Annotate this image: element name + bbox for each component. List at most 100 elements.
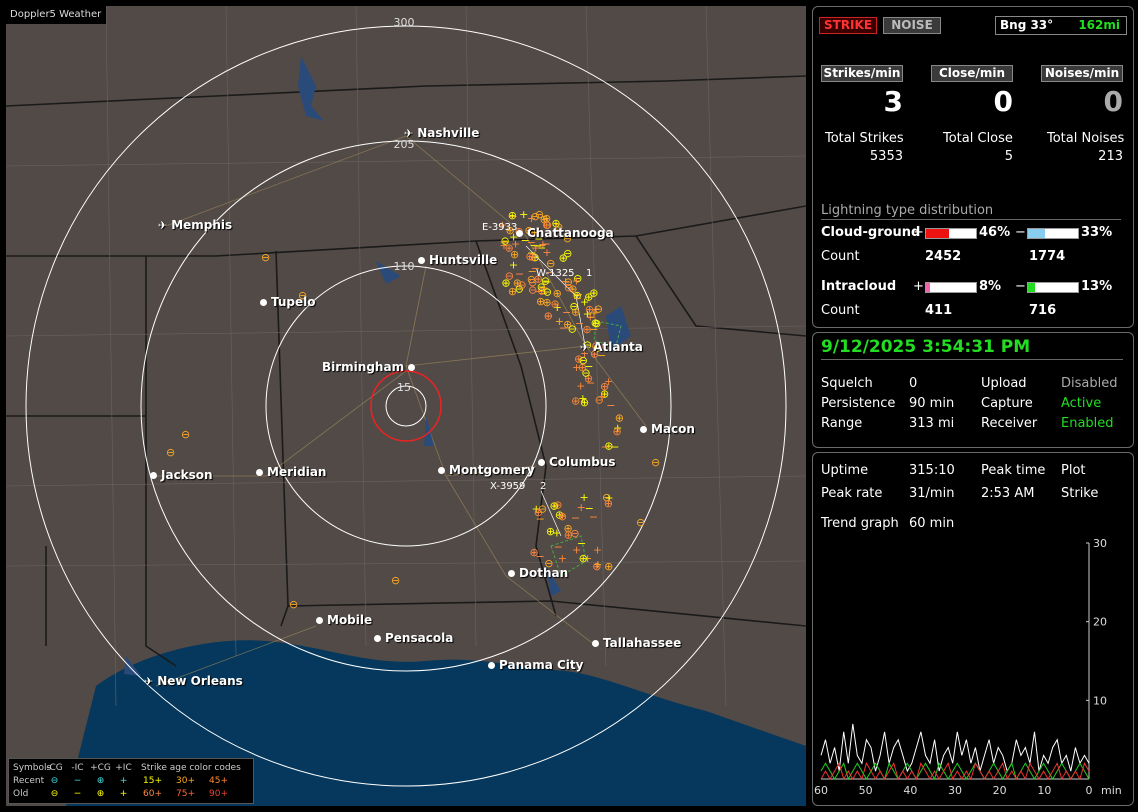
city-pensacola: Pensacola (374, 631, 453, 645)
strike-marker: ⊖ (594, 303, 603, 316)
strike-marker: − (531, 262, 540, 275)
strike-marker: ⊕ (501, 276, 510, 289)
city-jackson: Jackson (150, 468, 213, 482)
strike-button[interactable]: STRIKE (819, 17, 877, 34)
strike-marker: − (584, 360, 593, 373)
strike-marker: + (553, 301, 562, 314)
trend-y-tick-label: 20 (1093, 616, 1107, 629)
strike-marker: − (527, 236, 536, 249)
close-per-min-button[interactable]: Close/min (931, 65, 1013, 82)
map-legend: Symbols -CG -IC +CG +IC Strike age color… (8, 758, 254, 804)
city-dot-icon (256, 469, 263, 476)
strike-marker: − (533, 240, 542, 253)
strike-marker: ⊖ (583, 339, 592, 352)
strike-marker: ⊕ (534, 272, 543, 285)
strike-marker: + (509, 230, 518, 243)
upload-value: Disabled (1061, 376, 1118, 391)
cell-tracks (525, 245, 587, 537)
strike-marker: + (499, 239, 508, 252)
strike-marker: ⊕ (578, 361, 587, 374)
trend-x-tick-label: 20 (993, 784, 1007, 797)
strike-marker: ⊖ (528, 276, 537, 289)
city-mobile: Mobile (316, 613, 372, 627)
strike-marker: − (585, 502, 594, 515)
city-name: Birmingham (322, 360, 405, 374)
strike-marker: ⊕ (546, 525, 555, 538)
receiver-label: Receiver (981, 416, 1038, 431)
strike-marker: − (542, 237, 551, 250)
strike-marker: − (542, 276, 551, 289)
neg-cg-old-icon: ⊖ (50, 788, 59, 799)
capture-label: Capture (981, 396, 1033, 411)
pos-ic-old-icon: + (119, 788, 128, 799)
strike-marker: ⊖ (568, 323, 577, 336)
city-name: Macon (651, 422, 695, 436)
pos-ic-recent-icon: + (119, 775, 128, 786)
city-memphis: ✈ Memphis (158, 218, 232, 232)
strike-marker: + (599, 340, 608, 353)
strike-marker: ⊖ (570, 527, 579, 540)
strike-marker: ⊕ (551, 297, 560, 310)
strike-marker: − (606, 399, 615, 412)
trend-x-axis-label: min (1101, 784, 1122, 797)
strike-marker: + (583, 552, 592, 565)
strike-marker: ⊕ (524, 224, 533, 237)
trend-panel: Uptime 315:10 Peak time Plot Peak rate 3… (812, 452, 1134, 806)
capture-value: Active (1061, 396, 1102, 411)
noises-per-min-button[interactable]: Noises/min (1041, 65, 1123, 82)
close-range-ring (370, 370, 442, 442)
pos-cg-old-icon: ⊕ (96, 788, 105, 799)
strike-marker: ⊕ (542, 296, 551, 309)
strike-marker: − (546, 266, 555, 279)
airport-icon: ✈ (158, 219, 168, 232)
distribution-title: Lightning type distribution (821, 203, 1121, 220)
strike-marker: + (511, 237, 520, 250)
strike-marker: − (575, 317, 584, 330)
strike-marker: ⊖ (537, 281, 546, 294)
strikes-per-min-button[interactable]: Strikes/min (821, 65, 903, 82)
ic-minus-sign: − (1015, 279, 1026, 294)
strike-marker: ⊖ (544, 557, 553, 570)
close-per-min-value: 0 (993, 85, 1013, 118)
strikes-per-min-value: 3 (883, 85, 903, 118)
noise-button[interactable]: NOISE (883, 17, 941, 34)
city-name: Columbus (549, 455, 616, 469)
strike-marker: + (531, 242, 540, 255)
receiver-value: Enabled (1061, 416, 1114, 431)
strike-marker: − (589, 511, 598, 524)
cg-count-label: Count (821, 249, 860, 264)
strike-marker: ⊖ (602, 491, 611, 504)
city-nashville: ✈ Nashville (404, 126, 479, 140)
strike-marker: − (527, 247, 536, 260)
plot-value[interactable]: Strike (1061, 486, 1099, 501)
squelch-label: Squelch (821, 376, 873, 391)
strike-marker: ⊕ (506, 224, 515, 237)
strike-marker: ⊕ (592, 560, 601, 573)
strike-marker: + (532, 502, 541, 515)
radar-map[interactable]: ⊕−−⊕⊖−⊕⊖⊕−−⊕+⊕+⊖⊖⊕−+⊖+⊖−⊖⊖+−⊕⊕⊖⊖⊕⊕−−⊖⊕+−… (6, 6, 806, 806)
city-name: Panama City (499, 658, 584, 672)
strike-marker: + (572, 275, 581, 288)
city-tallahassee: Tallahassee (592, 636, 681, 650)
strike-marker: ⊕ (544, 310, 553, 323)
trend-x-tick-label: 50 (859, 784, 873, 797)
strike-marker: ⊕ (513, 277, 522, 290)
strike-marker: ⊕ (563, 318, 572, 331)
state-borders (6, 75, 806, 667)
city-huntsville: Huntsville (418, 253, 497, 267)
trend-y-tick-label: 30 (1093, 537, 1107, 550)
ring-label-300: 300 (394, 16, 415, 29)
strike-marker: ⊕ (564, 522, 573, 535)
legend-col-pos-cg: +CG (90, 762, 111, 773)
ic-count-label: Count (821, 303, 860, 318)
strike-marker: − (601, 440, 610, 453)
uptime-label: Uptime (821, 463, 869, 478)
plot-label: Plot (1061, 463, 1086, 478)
ic-positive-pct: 8% (979, 279, 1002, 294)
cell-label-w1325: W-1325 (536, 268, 575, 279)
strike-marker: + (539, 281, 548, 294)
city-montgomery: Montgomery (438, 463, 535, 477)
city-name: Tallahassee (603, 636, 682, 650)
trend-graph-value[interactable]: 60 min (909, 516, 955, 531)
total-strikes-value: 5353 (869, 149, 903, 164)
